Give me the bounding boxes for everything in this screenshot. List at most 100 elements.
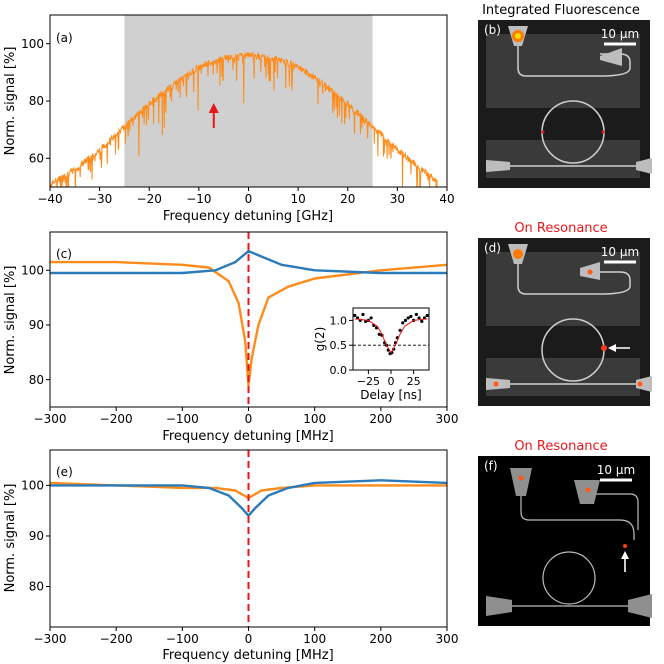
image-f-emitter — [623, 544, 627, 548]
inset-ytick-label: 0.5 — [330, 339, 348, 352]
panel-e-xtick-label: 100 — [303, 632, 326, 646]
image-d-label: (d) — [484, 241, 501, 255]
panel-a-xtick-label: −10 — [186, 192, 211, 206]
panel-c-xticks: −300 −200 −100 0 100 200 300 — [34, 407, 458, 426]
panel-a-xticks: −40 −30 −20 −10 0 10 20 30 40 — [37, 187, 455, 206]
inset-ytick-label: 0.0 — [330, 364, 348, 377]
image-b-spot-left — [541, 130, 545, 134]
panel-e-ytick-label: 80 — [29, 580, 44, 594]
image-b-fluorescence-core — [515, 33, 521, 39]
inset-point — [417, 316, 421, 320]
panel-a-xtick-label: 30 — [390, 192, 405, 206]
image-b-waveguide — [517, 42, 600, 77]
image-f-waveguide-right — [588, 493, 639, 530]
inset-xtick-label: 25 — [407, 375, 421, 388]
inset-point — [414, 312, 418, 317]
inset-xlabel: Delay [ns] — [360, 388, 421, 402]
image-b-device-slab — [486, 34, 640, 178]
image-f-background — [478, 456, 650, 626]
image-d-spot-coupler — [587, 269, 593, 275]
image-f-grating-coupler-bottom-left — [486, 596, 512, 616]
inset-ylabel: g(2) — [313, 327, 327, 352]
panel-a-xtick-label: −30 — [87, 192, 112, 206]
panel-e-yticks: 80 90 100 — [21, 479, 50, 594]
image-d-grating-coupler-bottom-right — [636, 376, 652, 392]
image-d-spot-bottom-right — [637, 381, 643, 387]
image-f-title: On Resonance — [514, 439, 607, 454]
panel-a-yticks: 60 80 100 — [21, 37, 50, 166]
image-b-waveguide-right — [599, 53, 631, 77]
image-f-grating-coupler-bottom-right — [628, 594, 652, 618]
panel-a-ytick-label: 100 — [21, 37, 44, 51]
inset-point — [420, 319, 424, 323]
panel-e-label: (e) — [56, 465, 73, 479]
panel-c-inset: −25 0 25 0.0 0.5 1.0 Delay [ns] g(2) — [313, 307, 430, 402]
inset-yticks: 0.0 0.5 1.0 — [330, 314, 353, 377]
image-b-title: Integrated Fluorescence — [482, 3, 640, 18]
panel-c-ytick-label: 90 — [29, 318, 44, 332]
inset-background — [352, 307, 430, 371]
panel-c-ytick-label: 100 — [21, 263, 44, 277]
inset-xtick-label: 0 — [388, 375, 395, 388]
image-f-label: (f) — [484, 459, 498, 473]
panel-a-xtick-label: 0 — [245, 192, 253, 206]
panel-e-ytick-label: 100 — [21, 479, 44, 493]
panel-e: −300 −200 −100 0 100 200 300 80 90 100 (e) Frequ… — [3, 449, 459, 663]
panel-e-xtick-label: −200 — [100, 632, 133, 646]
inset-ytick-label: 1.0 — [330, 314, 348, 327]
panel-e-xtick-label: −300 — [34, 632, 67, 646]
panel-a-xlabel: Frequency detuning [GHz] — [163, 209, 333, 224]
panel-a-xtick-label: −20 — [137, 192, 162, 206]
panel-c-xtick-label: −200 — [100, 412, 133, 426]
panel-a-xtick-label: 40 — [439, 192, 454, 206]
inset-point — [409, 314, 413, 319]
image-f-grating-coupler-top-left — [510, 468, 532, 496]
image-panel-f: On Resonance 10 μm (f) — [478, 439, 652, 626]
panel-e-xlabel: Frequency detuning [MHz] — [162, 648, 333, 663]
panel-c-ytick-label: 80 — [29, 373, 44, 387]
panel-a-xtick-label: 10 — [290, 192, 305, 206]
panel-a-xtick-label: 20 — [340, 192, 355, 206]
panel-c-xtick-label: −300 — [34, 412, 67, 426]
inset-fit-line — [354, 318, 428, 354]
panel-e-series-blue — [50, 479, 447, 517]
panel-a-plot — [50, 51, 438, 187]
image-d-emitter — [601, 345, 607, 351]
image-panel-b: Integrated Fluorescence 10 μm (b) — [478, 3, 652, 188]
image-b-grating-coupler-bottom-left — [486, 160, 510, 172]
panel-c-xtick-label: −100 — [166, 412, 199, 426]
inset-point — [403, 318, 408, 322]
image-d-title: On Resonance — [514, 221, 607, 236]
inset-point — [361, 312, 365, 317]
image-b-scale-label: 10 μm — [601, 27, 639, 41]
inset-point — [369, 316, 373, 320]
image-b-grating-coupler-bottom-right — [636, 158, 652, 174]
panel-a-xtick-label: −40 — [37, 192, 62, 206]
image-panel-d: On Resonance 10 μm (d) — [478, 221, 652, 406]
panel-c-yticks: 80 90 100 — [21, 263, 50, 387]
image-b-spot-right — [601, 130, 605, 134]
panel-e-xticks: −300 −200 −100 0 100 200 300 — [34, 627, 459, 646]
panel-c-plot — [50, 249, 447, 387]
image-f-ring-resonator — [542, 551, 596, 605]
image-f-spot-right — [585, 487, 591, 493]
image-d-waveguide — [517, 260, 600, 295]
panel-a-ytick-label: 60 — [29, 152, 44, 166]
panel-c-ylabel: Norm. signal [%] — [3, 266, 18, 375]
panel-e-xtick-label: 300 — [436, 632, 459, 646]
image-b-label: (b) — [484, 23, 501, 37]
image-f-waveguide — [520, 486, 635, 540]
image-d-scale-label: 10 μm — [601, 245, 639, 259]
panel-c-series-orange — [50, 260, 447, 387]
panel-c-xlabel: Frequency detuning [MHz] — [162, 429, 333, 444]
panel-e-ylabel: Norm. signal [%] — [3, 484, 18, 593]
image-b-grating-coupler-top-right — [600, 48, 622, 66]
inset-xtick-label: −25 — [357, 375, 380, 388]
panel-a-ytick-label: 80 — [29, 94, 44, 108]
panel-e-xtick-label: 0 — [245, 632, 253, 646]
panel-c: −300 −200 −100 0 100 200 300 80 90 100 (c) Frequ… — [3, 231, 458, 444]
panel-c-series-blue — [50, 249, 447, 275]
panel-a: −40 −30 −20 −10 0 10 20 30 40 60 80 100 (a) Freque… — [3, 14, 455, 224]
panel-e-xtick-label: −100 — [166, 632, 199, 646]
